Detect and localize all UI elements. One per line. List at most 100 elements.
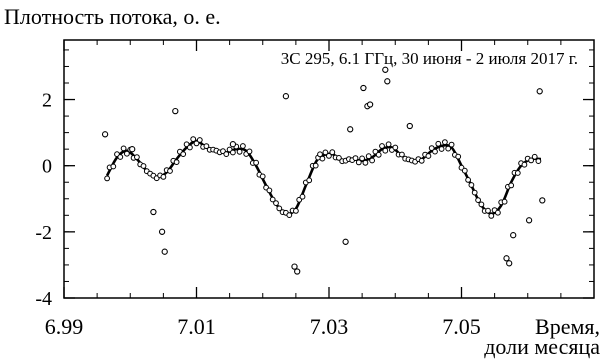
curve-point <box>355 159 362 166</box>
curve-point <box>336 155 342 161</box>
scatter-point <box>503 255 510 262</box>
curve-point <box>535 158 542 165</box>
curve-point <box>120 145 127 152</box>
scatter-point <box>406 122 413 130</box>
curve-point <box>273 200 279 207</box>
curve-point <box>326 153 332 159</box>
x-tick-label: 7.05 <box>442 314 481 339</box>
curve-point <box>362 159 369 166</box>
x-tick-label: 7.01 <box>177 314 216 339</box>
curve-point <box>465 177 472 183</box>
curve-point <box>306 177 313 184</box>
curve-point <box>203 143 210 150</box>
scatter-point <box>282 93 290 100</box>
chart-annotation: 3С 295, 6.1 ГГц, 30 июня - 2 июля 2017 г… <box>281 49 578 68</box>
curve-point <box>266 187 273 194</box>
curve-point <box>392 144 399 151</box>
curve-point <box>160 174 167 180</box>
curve-point <box>425 153 432 159</box>
scatter-point <box>129 146 136 153</box>
scatter-point <box>366 101 374 108</box>
scatter-point <box>172 107 179 115</box>
y-tick-label: -2 <box>35 222 52 244</box>
curve-point <box>180 151 187 158</box>
curve-point <box>359 155 366 162</box>
scatter-point <box>360 84 367 92</box>
curve-point <box>488 213 495 219</box>
curve-point <box>236 148 243 155</box>
curve-point <box>455 153 462 160</box>
scatter-point <box>525 217 533 224</box>
curve-point <box>329 149 336 156</box>
x-tick-label: 6.99 <box>45 314 84 339</box>
scatter-point <box>150 208 157 216</box>
curve-point <box>240 143 246 149</box>
curve-point <box>418 157 425 164</box>
curve-point <box>468 182 475 188</box>
scatter-point <box>539 197 546 204</box>
curve-point <box>485 207 491 214</box>
curve-point <box>528 157 534 164</box>
curve-point <box>117 154 124 160</box>
curve-point <box>317 151 323 158</box>
y-tick-label: 2 <box>42 90 52 112</box>
x-tick-label: 7.03 <box>310 314 349 339</box>
y-axis-label: Плотность потока, о. е. <box>4 4 221 29</box>
scatter-point <box>294 268 301 275</box>
scatter-point <box>291 263 298 270</box>
curve-point <box>319 155 326 162</box>
scatter-point <box>229 141 237 148</box>
curve-point <box>253 159 260 166</box>
scatter-point <box>382 66 389 73</box>
scatter-point <box>536 88 543 95</box>
curve-point <box>293 208 299 214</box>
curve-point <box>508 182 515 189</box>
curve-point <box>193 140 200 147</box>
curve-point <box>495 209 501 216</box>
curve-point <box>501 198 508 205</box>
curve-point <box>140 163 147 169</box>
curve-point <box>246 148 253 155</box>
curve-point <box>259 173 266 180</box>
x-axis-label-line1: Время, <box>535 314 600 339</box>
curve-point <box>322 149 329 156</box>
curve-point <box>471 189 478 196</box>
series-outlier-points <box>101 66 546 275</box>
scatter-point <box>101 131 109 138</box>
curve-point <box>369 157 376 164</box>
curve-point <box>230 149 236 156</box>
scatter-point <box>384 78 391 85</box>
curve-point <box>435 140 442 147</box>
curve-point <box>514 170 521 176</box>
curve-point <box>478 201 485 208</box>
scatter-point <box>510 232 517 239</box>
curve-point <box>187 144 193 151</box>
y-tick-labels: 2 0 -2 -4 <box>35 90 52 310</box>
curve-point <box>124 150 130 157</box>
curve-point <box>196 137 203 143</box>
curve-point <box>276 205 283 212</box>
curve-point <box>432 148 438 155</box>
curve-point <box>286 212 293 219</box>
curve-point <box>531 153 538 160</box>
curve-point <box>110 163 117 170</box>
curve-point <box>521 161 528 168</box>
curve-point <box>448 141 455 148</box>
curve-point <box>445 145 452 152</box>
curve-point <box>269 196 276 203</box>
curve-point <box>173 159 180 166</box>
curve-point <box>399 151 405 158</box>
curve-point <box>428 145 435 152</box>
curve-point <box>352 155 359 162</box>
scatter-point <box>347 126 354 133</box>
curve-point <box>385 141 392 148</box>
curve-point <box>461 167 468 174</box>
major-ticks <box>63 40 594 299</box>
scatter-point <box>161 248 168 255</box>
curve-point <box>167 168 173 174</box>
curve-point <box>475 197 482 204</box>
curve-point <box>134 154 140 161</box>
curve-point <box>104 175 110 182</box>
